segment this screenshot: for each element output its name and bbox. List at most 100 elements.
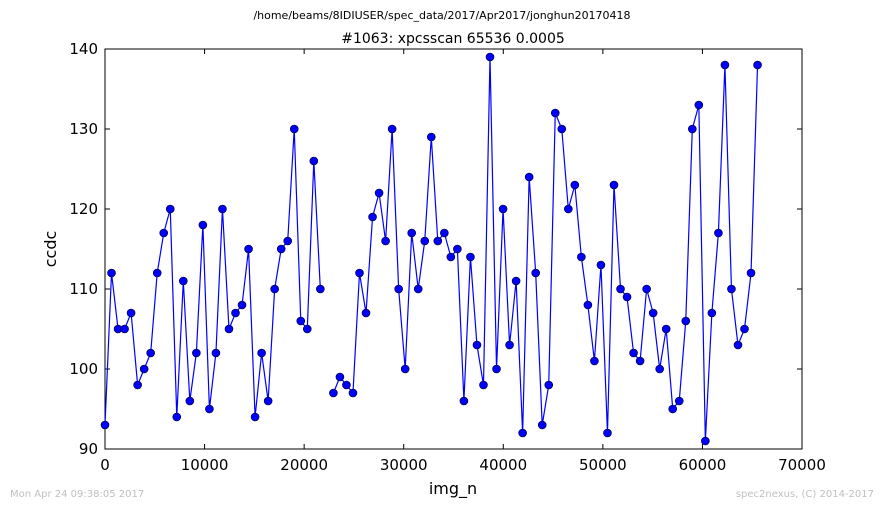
- data-point: [342, 380, 351, 390]
- data-point: [479, 380, 488, 390]
- data-point: [420, 236, 430, 246]
- data-point: [120, 324, 129, 334]
- data-point: [257, 348, 266, 358]
- x-tick-label: 30000: [380, 456, 428, 474]
- plot-area: 0 10000 20000 30000 40000 50000 60000 70000 90 10…: [69, 40, 826, 474]
- data-point: [505, 340, 514, 350]
- data-point: [453, 244, 462, 254]
- data-point: [283, 236, 293, 246]
- data-point: [570, 180, 580, 190]
- y-tick-label: 110: [69, 280, 98, 298]
- data-point: [407, 228, 417, 238]
- data-point: [707, 308, 717, 318]
- data-point: [583, 300, 593, 310]
- data-point: [355, 268, 364, 278]
- data-point: [296, 316, 306, 326]
- data-point: [498, 204, 508, 214]
- y-tick-label: 130: [69, 120, 98, 138]
- data-point: [603, 428, 612, 438]
- data-point: [172, 412, 182, 422]
- data-point: [413, 284, 423, 294]
- data-point: [609, 180, 619, 190]
- data-point: [733, 340, 743, 350]
- data-point: [668, 404, 678, 414]
- data-point: [165, 204, 175, 214]
- data-point: [400, 364, 410, 374]
- data-point: [263, 396, 273, 406]
- x-tick-label: 60000: [679, 456, 727, 474]
- x-tick-label: 40000: [479, 456, 527, 474]
- data-point: [348, 388, 358, 398]
- data-point: [635, 356, 645, 366]
- data-point: [126, 308, 136, 318]
- footer-credit: spec2nexus, (C) 2014-2017: [735, 489, 874, 500]
- data-point: [381, 236, 390, 246]
- data-point: [642, 284, 651, 294]
- data-point: [616, 284, 625, 294]
- data-point: [329, 388, 338, 398]
- data-point: [433, 236, 443, 246]
- data-point: [740, 324, 749, 334]
- data-point: [701, 436, 710, 446]
- data-point: [459, 396, 469, 406]
- series-line: [104, 56, 759, 442]
- x-axis-label: img_n: [429, 479, 477, 499]
- data-point: [518, 428, 527, 438]
- data-point: [139, 364, 149, 374]
- data-point: [159, 228, 169, 238]
- data-point: [270, 284, 279, 294]
- data-point: [746, 268, 756, 278]
- data-point: [289, 124, 299, 134]
- y-axis-label: ccdc: [41, 231, 60, 268]
- y-tick-label: 120: [69, 200, 98, 218]
- data-point: [361, 308, 371, 318]
- x-tick-label: 0: [100, 456, 110, 474]
- data-point: [537, 420, 547, 430]
- data-point: [185, 396, 195, 406]
- x-tick-label: 50000: [579, 456, 627, 474]
- data-point: [577, 252, 586, 262]
- data-point: [387, 124, 397, 134]
- data-point: [179, 276, 188, 286]
- data-point: [524, 172, 534, 182]
- footer-timestamp: Mon Apr 24 09:38:05 2017: [10, 489, 145, 500]
- data-point: [107, 268, 116, 278]
- y-tick-label: 140: [69, 40, 98, 58]
- data-point: [557, 124, 567, 134]
- data-point: [681, 316, 691, 326]
- data-point: [511, 276, 521, 286]
- data-point: [218, 204, 227, 214]
- data-point: [394, 284, 403, 294]
- x-tick-label: 10000: [181, 456, 229, 474]
- data-point: [302, 324, 312, 334]
- data-point: [466, 252, 475, 262]
- data-point: [205, 404, 214, 414]
- y-tick-label: 90: [79, 440, 98, 458]
- data-point: [374, 188, 384, 198]
- data-point: [550, 108, 560, 118]
- plot-frame: [104, 48, 803, 450]
- data-point: [687, 124, 697, 134]
- data-point: [720, 60, 730, 70]
- data-point: [590, 356, 599, 366]
- data-point: [648, 308, 658, 318]
- data-point: [152, 268, 162, 278]
- figure-suptitle: /home/beams/8IDIUSER/spec_data/2017/Apr2…: [253, 9, 631, 22]
- x-tick-label: 70000: [778, 456, 826, 474]
- data-point: [564, 204, 573, 214]
- x-tick-label: 20000: [280, 456, 328, 474]
- y-tick-label: 100: [69, 360, 98, 378]
- data-point: [531, 268, 540, 278]
- data-point: [440, 228, 449, 238]
- data-point: [694, 100, 704, 110]
- data-point: [244, 244, 253, 254]
- data-point: [368, 212, 377, 222]
- data-point: [211, 348, 221, 358]
- data-point: [661, 324, 671, 334]
- data-point: [727, 284, 736, 294]
- data-point: [753, 60, 762, 70]
- data-point: [224, 324, 234, 334]
- data-point: [146, 348, 155, 358]
- data-point: [629, 348, 638, 358]
- data-point: [544, 380, 554, 390]
